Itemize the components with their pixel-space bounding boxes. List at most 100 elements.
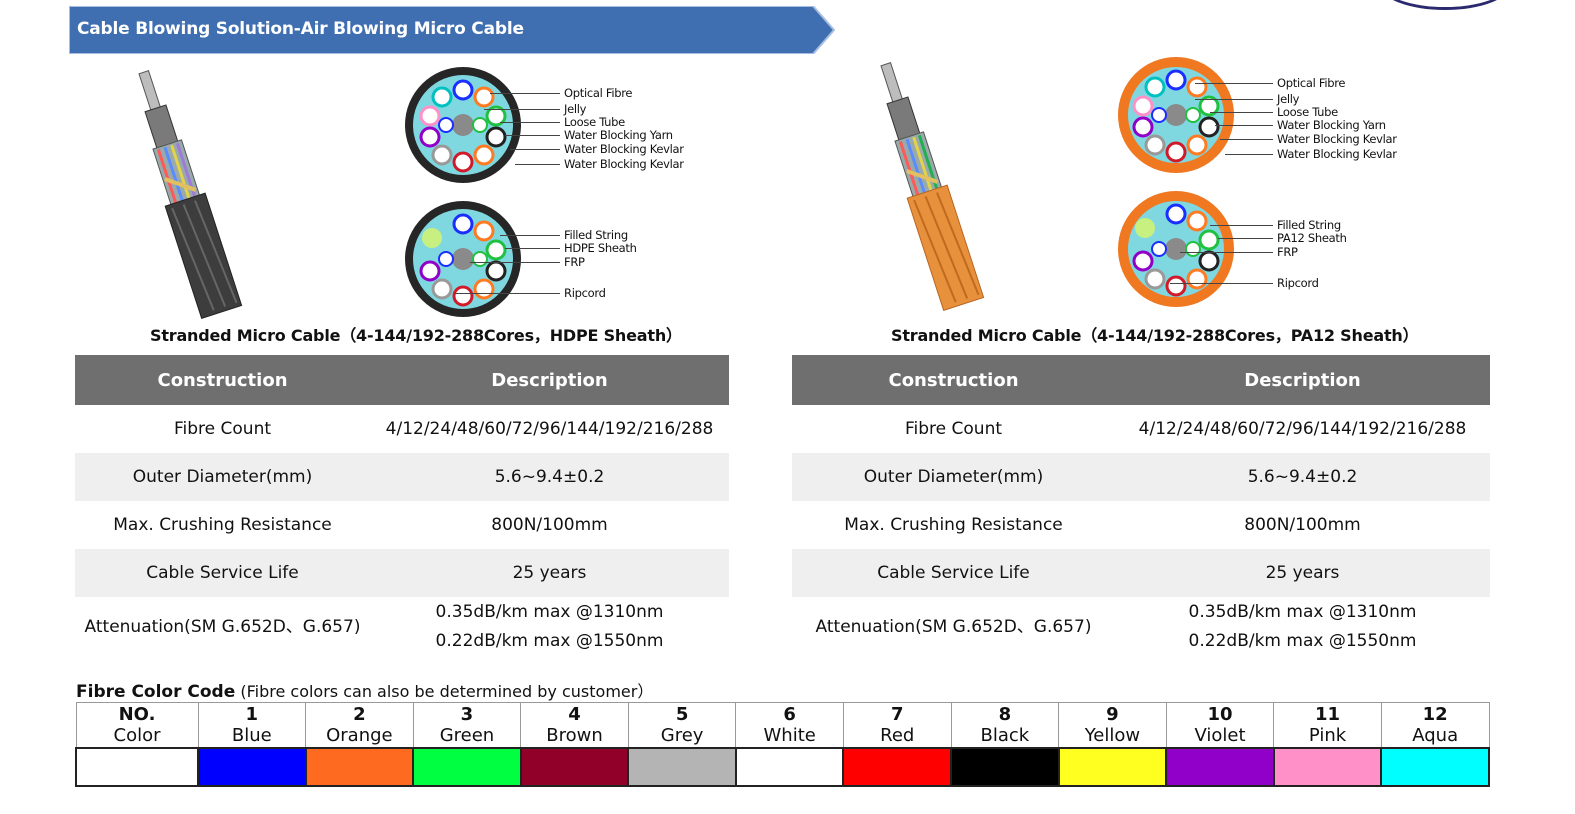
title-banner: Cable Blowing Solution-Air Blowing Micro… (69, 6, 835, 54)
fibre-color-name: Black (980, 725, 1030, 746)
cell-construction: Attenuation(SM G.652D、G.657) (815, 616, 1092, 637)
header-description: Description (370, 355, 729, 405)
fibre-color-swatch (197, 747, 307, 787)
label-optical-fibre-2: Optical Fibre (1277, 76, 1346, 90)
leader-line (505, 135, 560, 136)
fibre-color-header-cell: 12 Aqua (1380, 702, 1490, 749)
label-pa12-sheath: PA12 Sheath (1277, 231, 1347, 245)
fibre-color-name: Aqua (1412, 725, 1459, 746)
leader-line (1225, 154, 1273, 155)
cell-construction: Cable Service Life (75, 549, 370, 597)
cell-description: 25 years (370, 549, 729, 597)
label-filled-string-2: Filled String (1277, 218, 1341, 232)
fibre-color-swatch (1380, 747, 1490, 787)
leader-line (1195, 99, 1273, 100)
fibre-color-name: Green (439, 725, 495, 746)
fibre-number: 9 (1106, 704, 1119, 725)
fibre-color-name: White (763, 725, 816, 746)
label-frp: FRP (564, 255, 585, 269)
fibre-color-code-title: Fibre Color Code (76, 682, 236, 702)
leader-line (515, 164, 560, 165)
spec-table-pa12: Construction Description Fibre Count 4/1… (792, 355, 1490, 657)
fibre-color-code-heading: Fibre Color Code (Fibre colors can also … (76, 678, 653, 702)
leader-line (484, 109, 560, 110)
cell-description: 5.6~9.4±0.2 (370, 453, 729, 501)
fibre-color-name: Blue (231, 725, 272, 746)
fibre-color-header-cell: 11 Pink (1273, 702, 1382, 749)
spec-table-hdpe: Construction Description Fibre Count 4/1… (75, 355, 729, 657)
leader-line (1210, 112, 1273, 113)
label-water-blocking-yarn: Water Blocking Yarn (564, 128, 673, 142)
fibre-number: 10 (1207, 704, 1233, 725)
cross-section-top-hdpe (405, 67, 521, 183)
label-water-blocking-kevlar-4: Water Blocking Kevlar (1277, 147, 1397, 161)
fibre-color-swatch-row (75, 747, 1490, 787)
fibre-number: 6 (783, 704, 796, 725)
attenuation-1310: 0.35dB/km max @1310nm (1188, 602, 1417, 622)
swatch-blank (75, 747, 199, 787)
fibre-number: 5 (675, 704, 689, 725)
fibre-color-header-cell: 10 Violet (1165, 702, 1275, 749)
cable-illustration-hdpe (138, 70, 243, 320)
leader-line (505, 248, 560, 249)
company-logo (1380, 0, 1510, 10)
fibre-number: 7 (890, 704, 904, 725)
cell-description: 800N/100mm (1244, 515, 1361, 535)
leader-line (500, 122, 560, 123)
fibre-number: 3 (460, 704, 474, 725)
cell-description: 4/12/24/48/60/72/96/144/192/216/288 (385, 419, 714, 439)
cell-description: 0.35dB/km max @1310nm 0.22dB/km max @155… (1115, 597, 1490, 657)
cell-construction: Outer Diameter(mm) (75, 453, 370, 501)
label-jelly-2: Jelly (1277, 92, 1300, 106)
leader-line (1210, 225, 1273, 226)
table-row: Attenuation(SM G.652D、G.657) 0.35dB/km m… (75, 597, 729, 657)
cross-section-bottom-hdpe (405, 201, 521, 317)
label-filled-string: Filled String (564, 228, 628, 242)
table-row: Max. Crushing Resistance 800N/100mm (792, 501, 1490, 549)
fibre-number: 4 (568, 704, 581, 725)
fibre-color-swatch (412, 747, 522, 787)
table-row: Outer Diameter(mm) 5.6~9.4±0.2 (792, 453, 1490, 501)
cross-section-top-pa12 (1118, 57, 1234, 173)
cross-section-bottom-pa12 (1118, 191, 1234, 307)
cell-construction: Fibre Count (904, 419, 1003, 439)
leader-line (455, 293, 560, 294)
attenuation-1550: 0.22dB/km max @1550nm (1188, 631, 1417, 651)
label-frp-2: FRP (1277, 245, 1298, 259)
leader-line (1195, 83, 1273, 84)
cell-description: 25 years (1115, 549, 1490, 597)
leader-line (490, 93, 560, 94)
label-water-blocking-kevlar-3: Water Blocking Kevlar (1277, 132, 1397, 146)
cell-description: 4/12/24/48/60/72/96/144/192/216/288 (1138, 419, 1467, 439)
header-description: Description (1115, 355, 1490, 405)
fibre-color-name: Yellow (1084, 725, 1141, 746)
table-header-row: Construction Description (75, 355, 729, 405)
fibre-color-header-cell: 2 Orange (305, 702, 414, 749)
cell-description: 800N/100mm (491, 515, 608, 535)
header-color: Color (113, 725, 161, 746)
table-row: Outer Diameter(mm) 5.6~9.4±0.2 (75, 453, 729, 501)
fibre-color-header-cell: 4 Brown (520, 702, 629, 749)
banner-title: Cable Blowing Solution-Air Blowing Micro… (77, 19, 524, 39)
leader-line (1220, 139, 1273, 140)
fibre-color-name: Pink (1308, 725, 1347, 746)
fibre-color-name: Grey (660, 725, 704, 746)
fibre-color-swatch (734, 747, 845, 787)
label-water-blocking-kevlar-2: Water Blocking Kevlar (564, 157, 684, 171)
banner-arrow-shape (69, 6, 835, 54)
leader-line (1218, 238, 1273, 239)
label-ripcord-2: Ripcord (1277, 276, 1319, 290)
fibre-color-swatch (1057, 747, 1168, 787)
table-row: Fibre Count 4/12/24/48/60/72/96/144/192/… (792, 405, 1490, 453)
fibre-color-header-cell: 9 Yellow (1058, 702, 1167, 749)
fibre-color-header-cell: 8 Black (950, 702, 1060, 749)
caption-pa12: Stranded Micro Cable（4-144/192-288Cores，… (891, 326, 1419, 345)
table-row: Cable Service Life 25 years (75, 549, 729, 597)
leader-line (510, 149, 560, 150)
table-row: Max. Crushing Resistance 800N/100mm (75, 501, 729, 549)
fibre-number: 2 (353, 704, 366, 725)
header-construction: Construction (75, 355, 370, 405)
fibre-color-swatch (1165, 747, 1275, 787)
cell-construction: Fibre Count (173, 419, 272, 439)
label-water-blocking-yarn-2: Water Blocking Yarn (1277, 118, 1386, 132)
